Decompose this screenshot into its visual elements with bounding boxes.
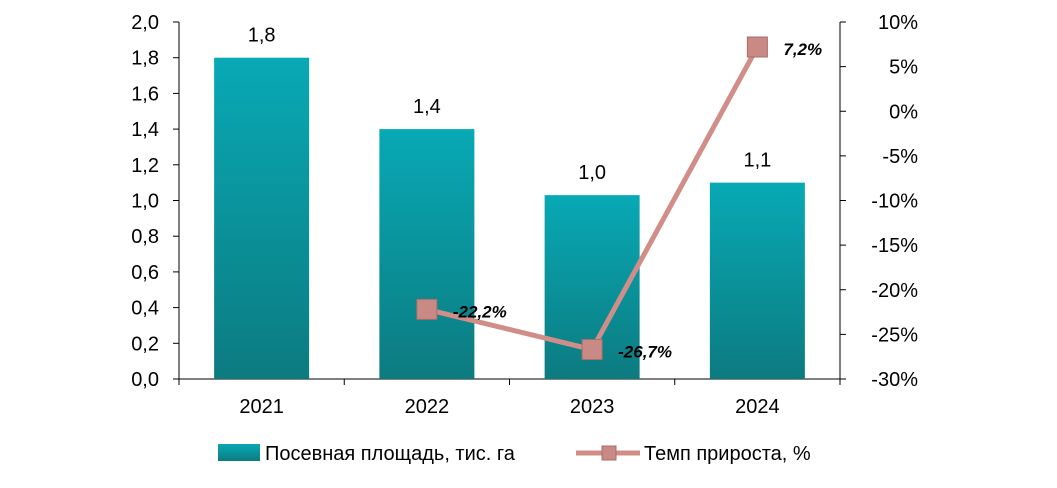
bar-data-label: 1,4 bbox=[413, 96, 441, 118]
growth-rate-marker bbox=[416, 298, 438, 320]
right-tick-label: -25% bbox=[871, 324, 918, 346]
bar-data-label: 1,0 bbox=[578, 162, 606, 184]
growth-rate-marker bbox=[581, 339, 603, 361]
legend-bar-label: Посевная площадь, тис. га bbox=[265, 443, 516, 465]
left-tick-label: 1,8 bbox=[131, 48, 159, 70]
x-tick-label: 2022 bbox=[405, 396, 450, 418]
right-tick-label: 5% bbox=[889, 57, 918, 79]
legend-bar-swatch bbox=[218, 444, 260, 461]
x-tick-label: 2021 bbox=[239, 396, 284, 418]
plot-area: 0,0 0,2 0,4 0,6 0,8 1,0 1,2 1,4 1,6 1,8 2,0 -30% -25… bbox=[131, 12, 918, 418]
left-tick-label: 1,4 bbox=[131, 119, 159, 141]
right-tick-label: -30% bbox=[871, 369, 918, 391]
left-tick-label: 1,2 bbox=[131, 155, 159, 177]
x-tick-label: 2024 bbox=[735, 396, 780, 418]
x-tick-label: 2023 bbox=[570, 396, 615, 418]
growth-rate-marker bbox=[746, 36, 768, 58]
right-tick-label: -15% bbox=[871, 235, 918, 257]
left-tick-label: 0,4 bbox=[131, 298, 159, 320]
line-data-label: 7,2% bbox=[783, 40, 822, 59]
right-tick-label: 0% bbox=[889, 101, 918, 123]
legend: Посевная площадь, тис. га Темп прироста, … bbox=[218, 443, 811, 465]
left-tick-label: 0,0 bbox=[131, 369, 159, 391]
left-tick-label: 1,0 bbox=[131, 191, 159, 213]
right-tick-label: -10% bbox=[871, 191, 918, 213]
right-tick-label: 10% bbox=[878, 12, 918, 34]
bar bbox=[379, 129, 475, 379]
left-tick-label: 1,6 bbox=[131, 83, 159, 105]
bar bbox=[709, 182, 805, 379]
left-tick-label: 0,8 bbox=[131, 226, 159, 248]
bar-data-label: 1,1 bbox=[743, 150, 771, 172]
left-tick-label: 2,0 bbox=[131, 12, 159, 34]
line-data-label: -26,7% bbox=[618, 343, 672, 362]
left-tick-label: 0,6 bbox=[131, 262, 159, 284]
bar bbox=[214, 57, 310, 379]
line-data-label: -22,2% bbox=[453, 302, 507, 321]
legend-line-label: Темп прироста, % bbox=[644, 443, 811, 465]
legend-line-marker bbox=[601, 445, 617, 461]
right-tick-label: -20% bbox=[871, 280, 918, 302]
left-tick-label: 0,2 bbox=[131, 333, 159, 355]
right-tick-label: -5% bbox=[882, 146, 918, 168]
bar-data-label: 1,8 bbox=[248, 25, 276, 47]
